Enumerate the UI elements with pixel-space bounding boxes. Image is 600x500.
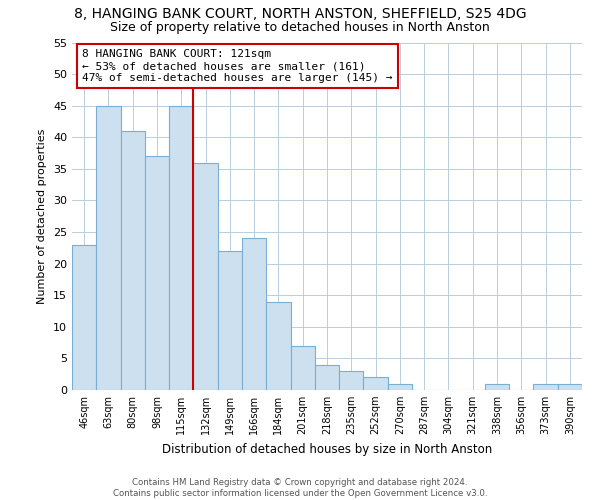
Bar xyxy=(145,156,169,390)
X-axis label: Distribution of detached houses by size in North Anston: Distribution of detached houses by size … xyxy=(162,442,492,456)
Bar xyxy=(485,384,509,390)
Text: Size of property relative to detached houses in North Anston: Size of property relative to detached ho… xyxy=(110,21,490,34)
Bar xyxy=(558,384,582,390)
Bar xyxy=(533,384,558,390)
Bar xyxy=(290,346,315,390)
Bar xyxy=(388,384,412,390)
Bar xyxy=(72,244,96,390)
Bar xyxy=(242,238,266,390)
Text: 8 HANGING BANK COURT: 121sqm
← 53% of detached houses are smaller (161)
47% of s: 8 HANGING BANK COURT: 121sqm ← 53% of de… xyxy=(82,50,392,82)
Bar xyxy=(96,106,121,390)
Bar xyxy=(169,106,193,390)
Bar xyxy=(218,251,242,390)
Bar xyxy=(193,162,218,390)
Bar xyxy=(266,302,290,390)
Bar xyxy=(315,364,339,390)
Text: 8, HANGING BANK COURT, NORTH ANSTON, SHEFFIELD, S25 4DG: 8, HANGING BANK COURT, NORTH ANSTON, SHE… xyxy=(74,8,526,22)
Text: Contains HM Land Registry data © Crown copyright and database right 2024.
Contai: Contains HM Land Registry data © Crown c… xyxy=(113,478,487,498)
Bar xyxy=(121,131,145,390)
Y-axis label: Number of detached properties: Number of detached properties xyxy=(37,128,47,304)
Bar xyxy=(364,378,388,390)
Bar xyxy=(339,371,364,390)
